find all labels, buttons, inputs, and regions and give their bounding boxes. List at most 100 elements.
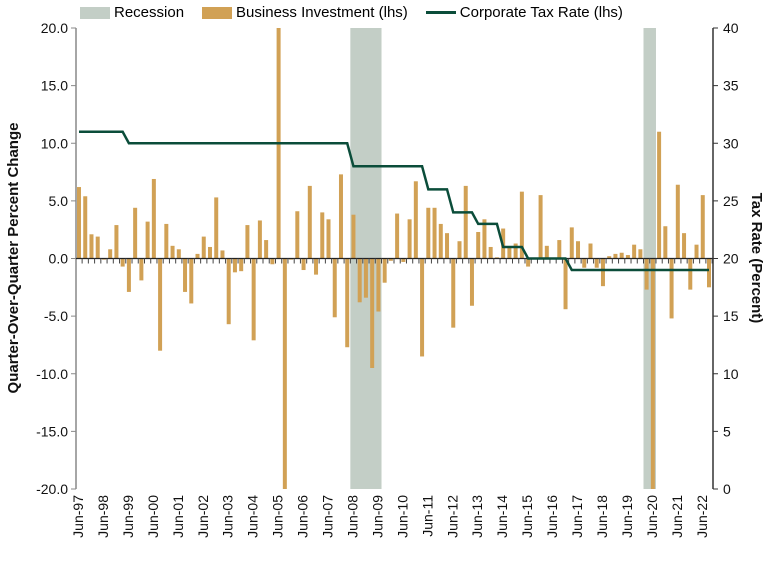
investment-bar <box>694 244 699 259</box>
y-tick-label: -15.0 <box>36 423 68 439</box>
investment-bar <box>176 249 181 259</box>
investment-bar <box>301 258 306 271</box>
investment-bar <box>469 258 474 306</box>
y2-tick-label: 20 <box>723 251 739 267</box>
investment-bar <box>201 236 206 259</box>
investment-bar <box>183 258 188 292</box>
investment-bar <box>669 258 674 319</box>
x-tick-label: Jun-17 <box>569 495 585 538</box>
tax-rate-line <box>79 130 709 272</box>
investment-bar <box>195 253 200 259</box>
x-tick-label: Jun-15 <box>519 495 535 538</box>
investment-bar <box>544 245 549 259</box>
y-tick-label: 0.0 <box>49 251 69 267</box>
investment-bar <box>189 258 194 304</box>
y2-tick-label: 40 <box>723 20 739 36</box>
investment-bar <box>257 220 262 259</box>
x-tick-label: Jun-00 <box>145 495 161 538</box>
y-axis-title: Quarter-Over-Quarter Percent Change <box>5 123 22 394</box>
investment-bar <box>476 231 481 259</box>
x-tick-label: Jun-98 <box>95 495 111 538</box>
x-tick-label: Jun-13 <box>469 495 485 538</box>
y2-tick-label: 15 <box>723 308 739 324</box>
investment-bar <box>145 221 150 259</box>
investment-bar <box>507 246 512 259</box>
investment-bar <box>538 195 543 259</box>
investment-bar <box>650 258 655 489</box>
x-tick-label: Jun-05 <box>270 495 286 538</box>
x-tick-label: Jun-20 <box>644 495 660 538</box>
y2-tick-label: 0 <box>723 481 731 497</box>
investment-bar <box>164 223 169 259</box>
investment-bar <box>675 184 680 259</box>
investment-bar <box>420 258 425 357</box>
investment-bar <box>407 219 412 259</box>
x-tick-label: Jun-10 <box>394 495 410 538</box>
investment-bar <box>264 240 269 259</box>
investment-bar <box>619 252 624 259</box>
investment-bar <box>682 233 687 259</box>
x-tick-label: Jun-02 <box>195 495 211 538</box>
investment-bar <box>282 258 287 489</box>
investment-bar <box>214 197 219 259</box>
investment-bar <box>170 245 175 259</box>
investment-bar <box>108 249 113 259</box>
legend-recession: Recession <box>80 4 184 21</box>
investment-bar <box>357 258 362 303</box>
investment-bar <box>232 258 237 273</box>
investment-bar <box>83 196 88 259</box>
investment-bar <box>569 227 574 259</box>
investment-bar <box>519 191 524 259</box>
x-tick-label: Jun-16 <box>544 495 560 538</box>
y-tick-label: 10.0 <box>41 135 68 151</box>
investment-bar <box>594 258 599 268</box>
investment-bar <box>644 258 649 290</box>
investment-bar <box>663 226 668 259</box>
investment-bar <box>270 258 275 265</box>
investment-bar <box>363 258 368 298</box>
investment-bar <box>526 258 531 267</box>
legend: Recession Business Investment (lhs) Corp… <box>80 4 623 21</box>
y-tick-label: -20.0 <box>36 481 68 497</box>
investment-bar <box>239 258 244 272</box>
y2-tick-label: 10 <box>723 366 739 382</box>
y-tick-label: 20.0 <box>41 20 68 36</box>
investment-bar <box>326 219 331 259</box>
investment-bar <box>351 214 356 259</box>
y2-tick-label: 25 <box>723 193 739 209</box>
investment-bar <box>139 258 144 281</box>
x-tick-label: Jun-22 <box>694 495 710 538</box>
y-tick-label: -10.0 <box>36 366 68 382</box>
legend-swatch-investment <box>202 6 233 19</box>
investment-bar <box>513 243 518 259</box>
x-tick-label: Jun-97 <box>70 495 86 538</box>
x-tick-label: Jun-01 <box>170 495 186 538</box>
investment-bar <box>445 233 450 259</box>
legend-swatch-tax <box>425 11 456 14</box>
investment-bar <box>707 258 711 288</box>
investment-bar <box>382 258 387 283</box>
investment-bar <box>557 240 562 259</box>
y-tick-label: 15.0 <box>41 78 68 94</box>
investment-bar <box>151 178 156 259</box>
legend-label: Business Investment (lhs) <box>236 4 408 21</box>
x-tick-label: Jun-08 <box>344 495 360 538</box>
investment-bar <box>482 219 487 259</box>
investment-bar <box>688 258 693 290</box>
investment-bar <box>95 236 100 259</box>
investment-bar <box>432 207 437 259</box>
x-tick-label: Jun-19 <box>619 495 635 538</box>
legend-swatch-recession <box>80 6 110 19</box>
investment-bar <box>582 258 587 268</box>
x-tick-label: Jun-14 <box>494 495 510 538</box>
legend-label: Corporate Tax Rate (lhs) <box>459 4 623 21</box>
investment-bar <box>700 195 705 259</box>
investment-bar <box>457 241 462 259</box>
investment-bar <box>89 234 94 259</box>
investment-bar <box>77 187 81 259</box>
investment-bar <box>120 258 125 267</box>
legend-label: Recession <box>114 4 185 21</box>
investment-bar <box>320 212 325 259</box>
